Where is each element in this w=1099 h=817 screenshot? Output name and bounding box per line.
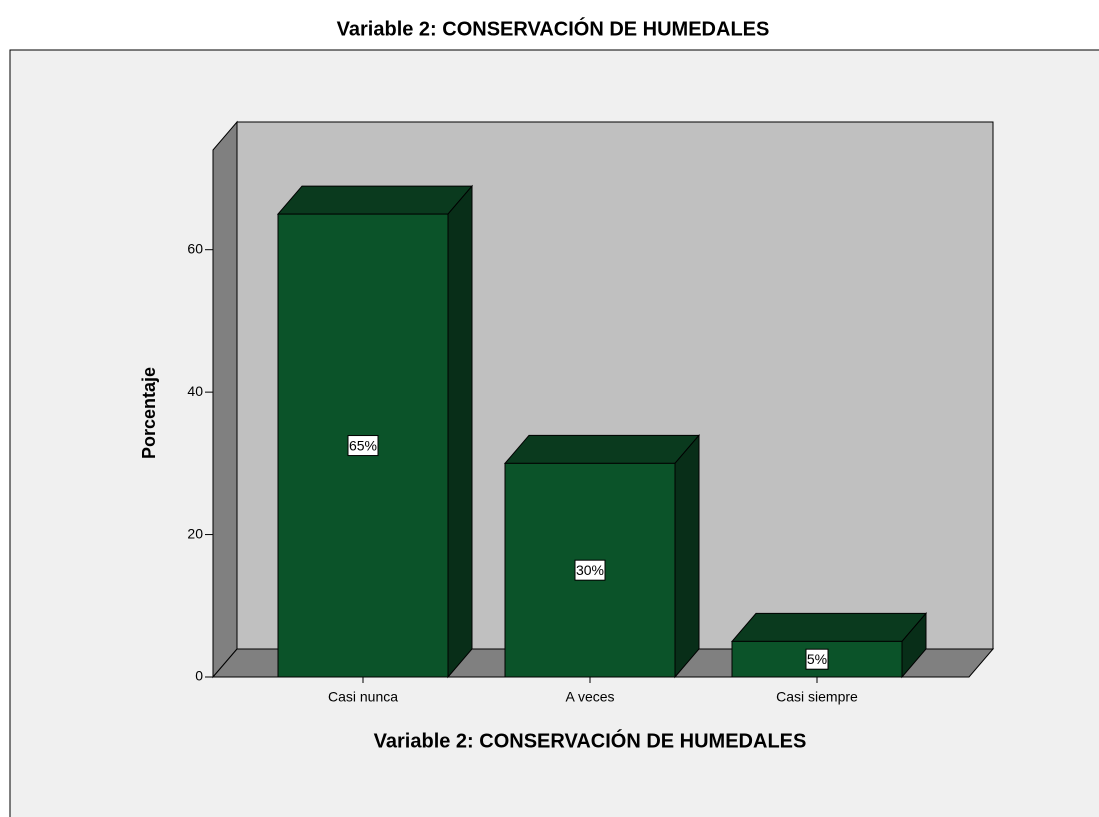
bar-side — [447, 184, 473, 679]
value-label: 30% — [576, 562, 604, 578]
y-axis-title: Porcentaje — [139, 367, 159, 459]
value-label-box — [574, 559, 606, 581]
value-label-box — [347, 435, 379, 457]
x-tick-label: Casi nunca — [328, 689, 398, 705]
value-label: 65% — [349, 437, 377, 453]
left-wall — [212, 120, 238, 679]
bar-top — [276, 185, 474, 215]
y-tick-label: 40 — [187, 383, 203, 399]
value-label: 5% — [807, 651, 827, 667]
bar — [503, 433, 701, 679]
value-label-box — [805, 648, 829, 670]
bar-top — [503, 434, 701, 464]
bar — [276, 184, 474, 679]
y-tick-label: 20 — [187, 525, 203, 541]
bar — [730, 612, 928, 679]
bar-top — [730, 612, 928, 642]
x-tick-label: Casi siempre — [776, 689, 858, 705]
chart-title: Variable 2: CONSERVACIÓN DE HUMEDALES — [337, 16, 770, 40]
x-tick-label: A veces — [565, 689, 614, 705]
x-axis-title: Variable 2: CONSERVACIÓN DE HUMEDALES — [374, 728, 807, 752]
bar-side — [674, 433, 700, 679]
y-tick-label: 60 — [187, 240, 203, 256]
y-tick-label: 0 — [195, 668, 203, 684]
